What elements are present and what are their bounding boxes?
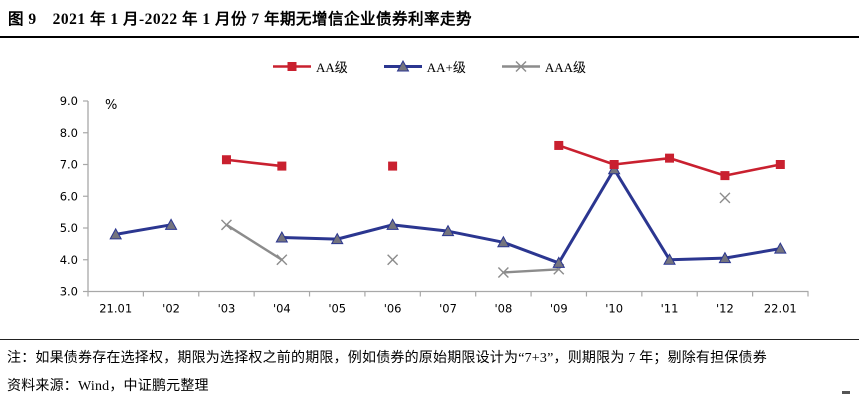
svg-text:'02: '02 [162,302,180,316]
svg-text:'07: '07 [439,302,457,316]
svg-text:8.0: 8.0 [60,126,78,140]
svg-text:'12: '12 [716,302,734,316]
svg-text:6.0: 6.0 [60,189,78,203]
title-underline [0,36,859,38]
svg-text:'11: '11 [661,302,679,316]
footnote: 注：如果债券存在选择权，期限为选择权之前的期限，例如债券的原始期限设计为“7+3… [7,351,767,366]
svg-text:'06: '06 [384,302,402,316]
legend-item-aaa: AAA级 [501,57,587,76]
legend-label-aa: AA级 [315,60,348,75]
svg-text:'04: '04 [273,302,291,316]
svg-text:'10: '10 [605,302,623,316]
svg-text:7.0: 7.0 [60,158,78,172]
scan-artifact-mark [842,391,850,394]
svg-text:%: % [105,98,117,113]
svg-text:'03: '03 [218,302,236,316]
legend-item-aa: AA级 [272,57,348,76]
chart-legend: AA级 AA+级 AAA级 [0,57,859,76]
svg-text:3.0: 3.0 [60,285,78,299]
svg-text:9.0: 9.0 [60,94,78,108]
line-triangle-marker-icon [383,60,422,72]
legend-item-aa-plus: AA+级 [383,57,466,76]
svg-text:5.0: 5.0 [60,221,78,235]
legend-label-aaa: AAA级 [544,60,587,75]
svg-text:4.0: 4.0 [60,253,78,267]
data-source-note: 资料来源：Wind，中证鹏元整理 [7,379,209,394]
svg-text:22.01: 22.01 [764,302,797,316]
svg-text:'08: '08 [494,302,512,316]
svg-text:21.01: 21.01 [99,302,132,316]
note-separator-line [0,339,859,340]
figure-title: 图 9 2021 年 1 月-2022 年 1 月份 7 年期无增信企业债券利率… [8,11,473,28]
line-square-marker-icon [272,62,311,71]
line-x-marker-icon [501,61,540,72]
svg-text:'05: '05 [328,302,346,316]
legend-label-aa-plus: AA+级 [426,60,466,75]
svg-text:'09: '09 [550,302,568,316]
